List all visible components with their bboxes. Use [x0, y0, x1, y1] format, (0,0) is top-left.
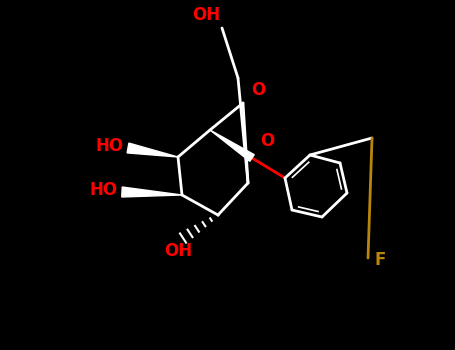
Polygon shape	[210, 130, 254, 161]
Text: HO: HO	[96, 137, 124, 155]
Text: HO: HO	[90, 181, 118, 199]
Text: O: O	[260, 132, 274, 150]
Text: O: O	[251, 81, 265, 99]
Text: F: F	[374, 251, 385, 269]
Polygon shape	[127, 143, 178, 157]
Text: OH: OH	[164, 242, 192, 260]
Text: OH: OH	[192, 6, 220, 24]
Polygon shape	[122, 187, 182, 197]
